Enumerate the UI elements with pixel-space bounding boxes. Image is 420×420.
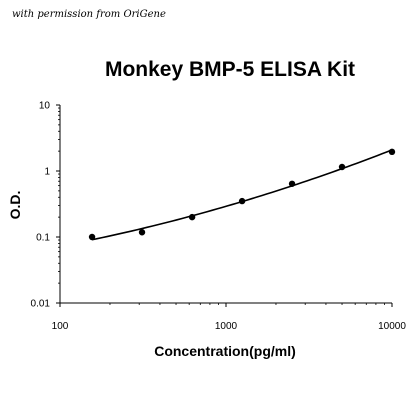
credit-text: with permission from OriGene bbox=[12, 9, 166, 20]
data-point bbox=[88, 233, 96, 241]
chart-title: Monkey BMP-5 ELISA Kit bbox=[104, 58, 356, 81]
x-tick-label: 100 bbox=[52, 321, 69, 332]
data-points bbox=[88, 148, 396, 241]
y-tick-label: 1 bbox=[44, 167, 50, 178]
axes bbox=[59, 105, 392, 304]
x-tick-label: 10000 bbox=[378, 321, 406, 332]
data-point bbox=[388, 148, 396, 156]
data-point bbox=[138, 229, 146, 236]
data-point bbox=[338, 163, 346, 171]
data-point bbox=[238, 197, 246, 205]
y-tick-label: 10 bbox=[39, 101, 51, 112]
data-point bbox=[188, 213, 196, 221]
ticks: 0.01 0.1 1 10 100 1000 10000 bbox=[31, 101, 407, 333]
y-tick-label: 0.1 bbox=[36, 233, 50, 244]
y-tick-label: 0.01 bbox=[31, 299, 51, 310]
x-axis-label: Concentration(pg/ml) bbox=[154, 343, 296, 359]
y-axis-label: O.D. bbox=[7, 191, 23, 220]
data-point bbox=[288, 180, 296, 187]
x-tick-label: 1000 bbox=[215, 321, 238, 332]
fit-curve-group bbox=[91, 149, 393, 241]
fit-curve bbox=[91, 149, 393, 241]
